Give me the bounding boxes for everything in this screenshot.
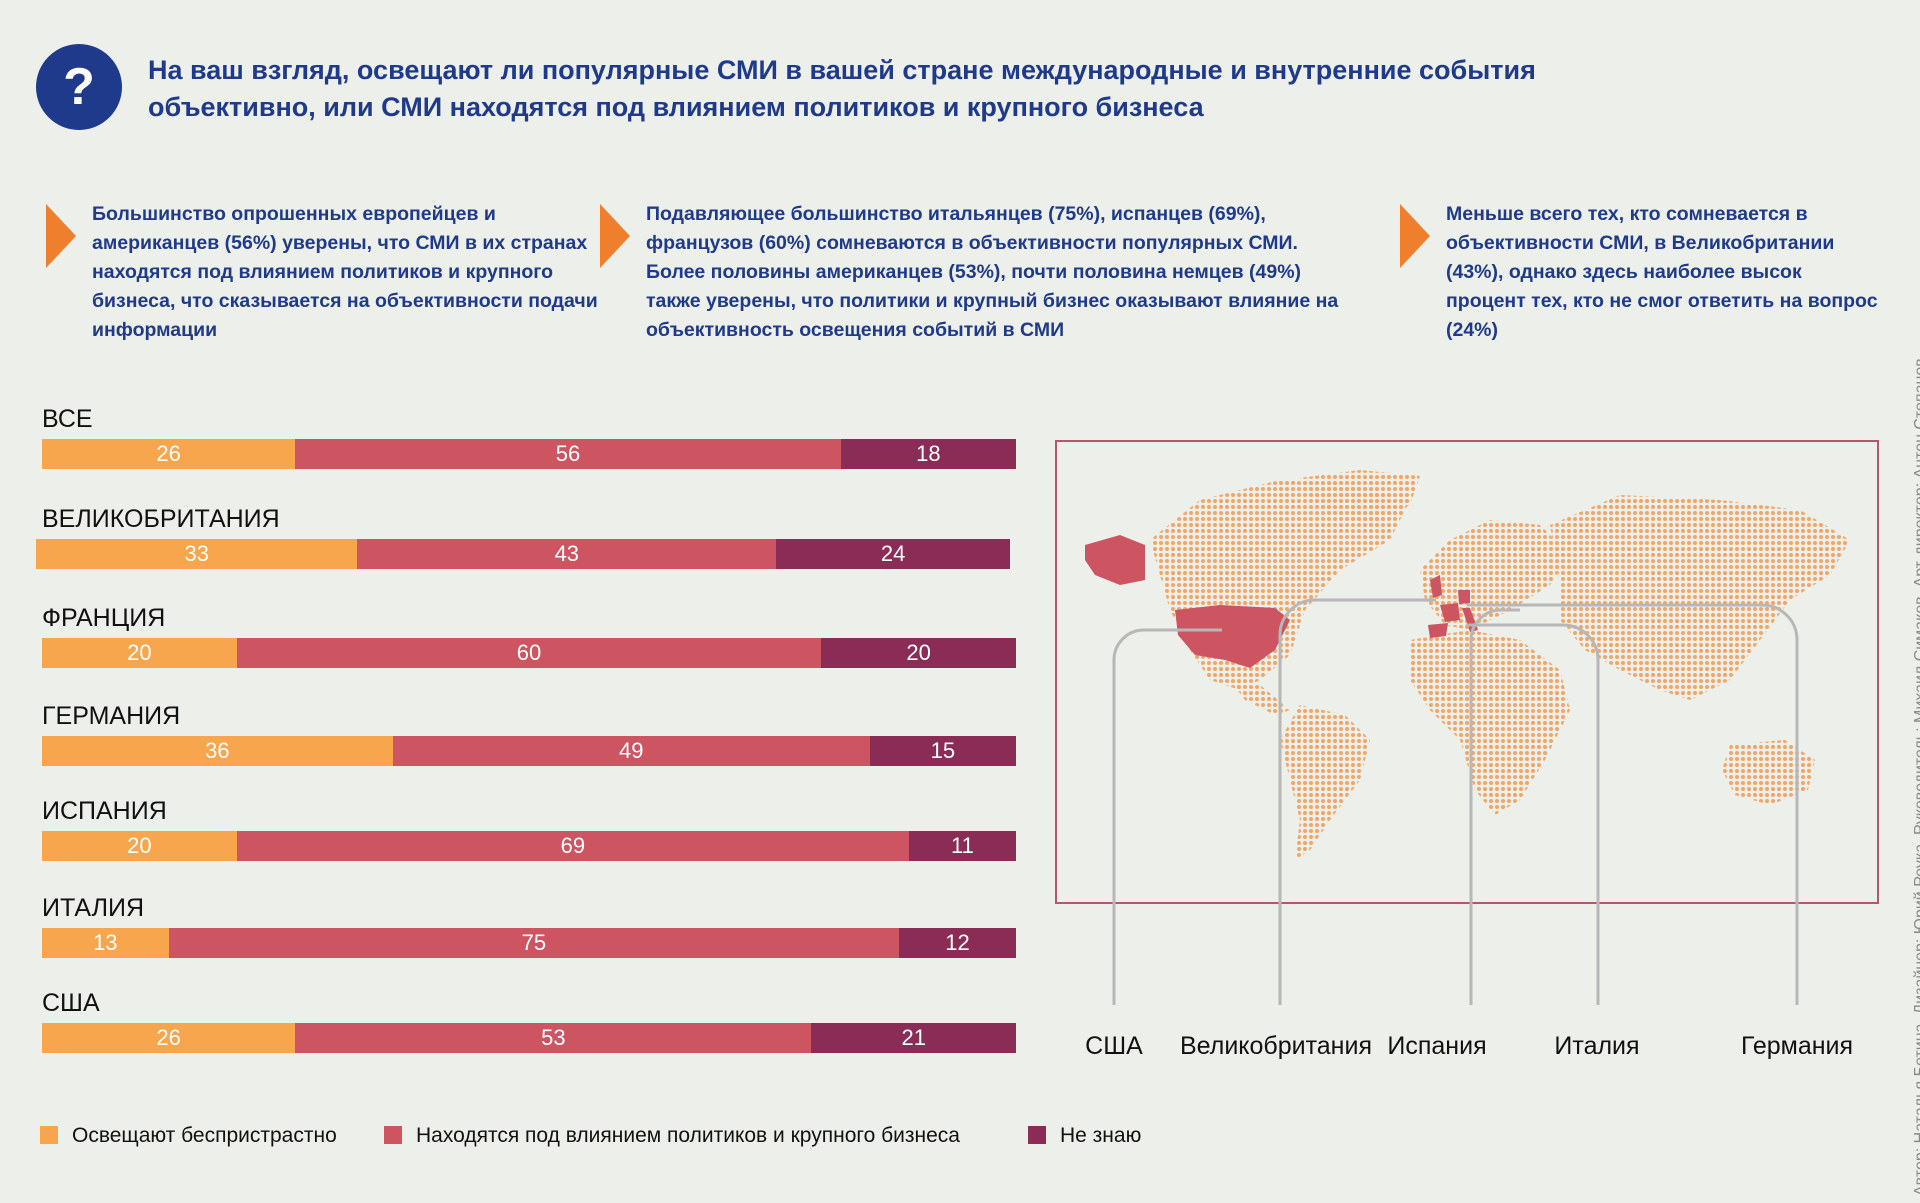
- note-text: Большинство опрошенных европейцев и амер…: [92, 203, 598, 341]
- bar-segment: 33: [36, 539, 358, 569]
- bar-segment: 24: [776, 539, 1010, 569]
- germany-highlight: [1458, 590, 1470, 604]
- credits: Автор: Наталья Бетина. Дизайнер: Юрий Ре…: [1912, 358, 1920, 1196]
- bar-segment: 21: [811, 1023, 1016, 1053]
- leader-lines: [1112, 598, 1799, 1005]
- category-label: ВЕЛИКОБРИТАНИЯ: [42, 505, 280, 533]
- bar-segment: 69: [236, 831, 909, 861]
- world-map-frame: [1055, 440, 1879, 904]
- bar-segment: 43: [357, 539, 777, 569]
- europe: [1420, 520, 1570, 630]
- bar-segment: 18: [840, 439, 1016, 469]
- south-america: [1280, 705, 1370, 860]
- bar-segment: 56: [295, 439, 841, 469]
- map-label-germany: Германия: [1740, 1032, 1854, 1060]
- map-label-uk: Великобритания: [1180, 1032, 1372, 1060]
- legend-swatch: [384, 1126, 402, 1144]
- map-label-usa: США: [1085, 1032, 1143, 1060]
- bar-segment: 49: [392, 736, 870, 766]
- map-label-italy: Италия: [1554, 1032, 1640, 1060]
- legend-item: Не знаю: [1028, 1124, 1141, 1148]
- category-label: США: [42, 989, 100, 1017]
- category-label: ГЕРМАНИЯ: [42, 702, 181, 730]
- map-label-spain: Испания: [1387, 1032, 1487, 1060]
- spain-highlight: [1428, 623, 1448, 638]
- triangle-arrow-icon: [1400, 204, 1430, 268]
- australia: [1722, 740, 1815, 805]
- france-highlight: [1440, 603, 1460, 622]
- greenland: [1300, 470, 1420, 525]
- bar-segment: 13: [42, 928, 169, 958]
- legend-swatch: [1028, 1126, 1046, 1144]
- central-america: [1230, 680, 1290, 715]
- bar-segment: 53: [295, 1023, 812, 1053]
- bar-segment: 36: [42, 736, 393, 766]
- note-text: Меньше всего тех, кто сомневается в объе…: [1446, 203, 1878, 341]
- bar-segment: 26: [42, 1023, 296, 1053]
- stacked-bar: 20 69 11: [42, 831, 1016, 861]
- category-label: ИСПАНИЯ: [42, 797, 167, 825]
- question-icon: ?: [36, 44, 122, 130]
- stacked-bar: 36 49 15: [42, 736, 1016, 766]
- uk-highlight: [1430, 575, 1442, 598]
- legend-label: Освещают беспристрастно: [72, 1124, 337, 1147]
- legend-label: Не знаю: [1060, 1124, 1142, 1147]
- note-text: Подавляющее большинство итальянцев (75%)…: [646, 203, 1339, 341]
- stacked-bar: 20 60 20: [42, 638, 1016, 668]
- bar-segment: 12: [899, 928, 1016, 958]
- category-label: ВСЕ: [42, 405, 93, 433]
- bar-segment: 15: [869, 736, 1016, 766]
- usa-highlight: [1175, 605, 1290, 668]
- page-title: На ваш взгляд, освещают ли популярные СМ…: [148, 55, 1536, 122]
- category-label: ФРАНЦИЯ: [42, 604, 166, 632]
- stacked-bar: 13 75 12: [42, 928, 1016, 958]
- stacked-bar: 26 53 21: [42, 1023, 1016, 1053]
- stacked-bar: 26 56 18: [42, 439, 1016, 469]
- asia: [1550, 495, 1850, 700]
- bar-segment: 11: [908, 831, 1016, 861]
- bar-segment: 20: [42, 831, 237, 861]
- legend-item: Находятся под влиянием политиков и крупн…: [384, 1124, 960, 1148]
- legend-item: Освещают беспристрастно: [40, 1124, 337, 1148]
- legend-swatch: [40, 1126, 58, 1144]
- triangle-arrow-icon: [600, 204, 630, 268]
- highlighted-countries: [1085, 535, 1478, 668]
- bar-segment: 20: [42, 638, 237, 668]
- bar-segment: 26: [42, 439, 296, 469]
- continents: [1150, 470, 1850, 860]
- legend-label: Находятся под влиянием политиков и крупн…: [416, 1124, 960, 1147]
- alaska-highlight: [1085, 535, 1145, 585]
- bar-segment: 75: [168, 928, 900, 958]
- bar-segment: 20: [821, 638, 1016, 668]
- category-label: ИТАЛИЯ: [42, 894, 145, 922]
- africa: [1410, 630, 1570, 815]
- stacked-bar: 33 43 24: [36, 539, 1010, 569]
- triangle-arrow-icon: [46, 204, 76, 268]
- bar-segment: 60: [236, 638, 822, 668]
